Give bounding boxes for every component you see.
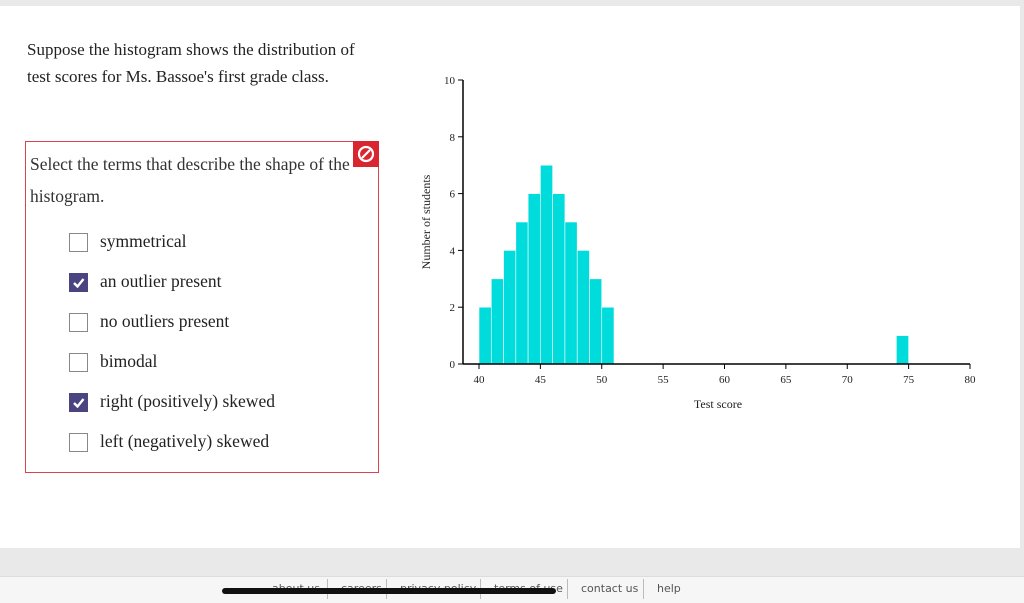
answer-box: Select the terms that describe the shape…: [25, 141, 379, 473]
checkbox[interactable]: [69, 433, 88, 452]
bar: [515, 221, 529, 365]
x-tick-label: 55: [658, 374, 670, 386]
checkbox[interactable]: [69, 313, 88, 332]
prompt: Suppose the histogram shows the distribu…: [27, 40, 355, 86]
y-tick-label: 8: [450, 132, 456, 144]
bar: [576, 250, 590, 365]
check-mark: [73, 278, 85, 289]
option-label[interactable]: right (positively) skewed: [100, 391, 275, 411]
y-tick-label: 2: [450, 302, 456, 314]
x-tick-label: 50: [596, 374, 608, 386]
bar: [552, 193, 566, 365]
option-label[interactable]: symmetrical: [100, 231, 187, 251]
bar: [589, 278, 603, 365]
bar: [490, 278, 504, 365]
footer-link[interactable]: help: [657, 582, 681, 595]
checkbox[interactable]: [69, 233, 88, 252]
option-label[interactable]: no outliers present: [100, 311, 230, 331]
x-tick-label: 45: [535, 374, 547, 386]
x-tick-label: 40: [474, 374, 486, 386]
bar: [540, 164, 553, 365]
question-panel: Suppose the histogram shows the distribu…: [0, 6, 1020, 548]
bar: [503, 250, 517, 365]
option-label[interactable]: an outlier present: [100, 271, 222, 291]
bar: [527, 193, 541, 365]
separator: [643, 579, 644, 599]
checkbox[interactable]: [69, 393, 88, 412]
x-tick-label: 60: [719, 374, 731, 386]
obscuring-bar: [222, 588, 556, 594]
x-tick-label: 65: [780, 374, 792, 386]
bar: [601, 306, 615, 365]
y-tick-label: 4: [450, 245, 456, 257]
bar: [564, 221, 578, 365]
bar: [896, 335, 909, 365]
x-tick-label: 75: [903, 374, 915, 386]
option-label[interactable]: left (negatively) skewed: [100, 431, 270, 451]
x-tick-label: 70: [842, 374, 854, 386]
y-tick-label: 6: [450, 189, 456, 201]
separator: [567, 579, 568, 599]
checkbox[interactable]: [69, 353, 88, 372]
x-axis-label: Test score: [694, 397, 742, 411]
error-icon: [353, 141, 379, 167]
y-axis-label: Number of students: [419, 174, 433, 269]
option-label[interactable]: bimodal: [100, 351, 158, 371]
y-tick-label: 0: [450, 359, 456, 371]
instruction: Select the terms that describe the shape…: [30, 154, 350, 206]
footer: about uscareersprivacy policyterms of us…: [0, 576, 1024, 603]
checkbox[interactable]: [69, 273, 88, 292]
check-mark: [73, 398, 85, 409]
footer-link[interactable]: contact us: [581, 582, 639, 595]
y-tick-label: 10: [444, 75, 456, 87]
bar: [478, 306, 492, 365]
histogram: Number of students Test score 0 2 4 6 8 10 40 4…: [419, 75, 977, 411]
x-tick-label: 80: [965, 374, 977, 386]
